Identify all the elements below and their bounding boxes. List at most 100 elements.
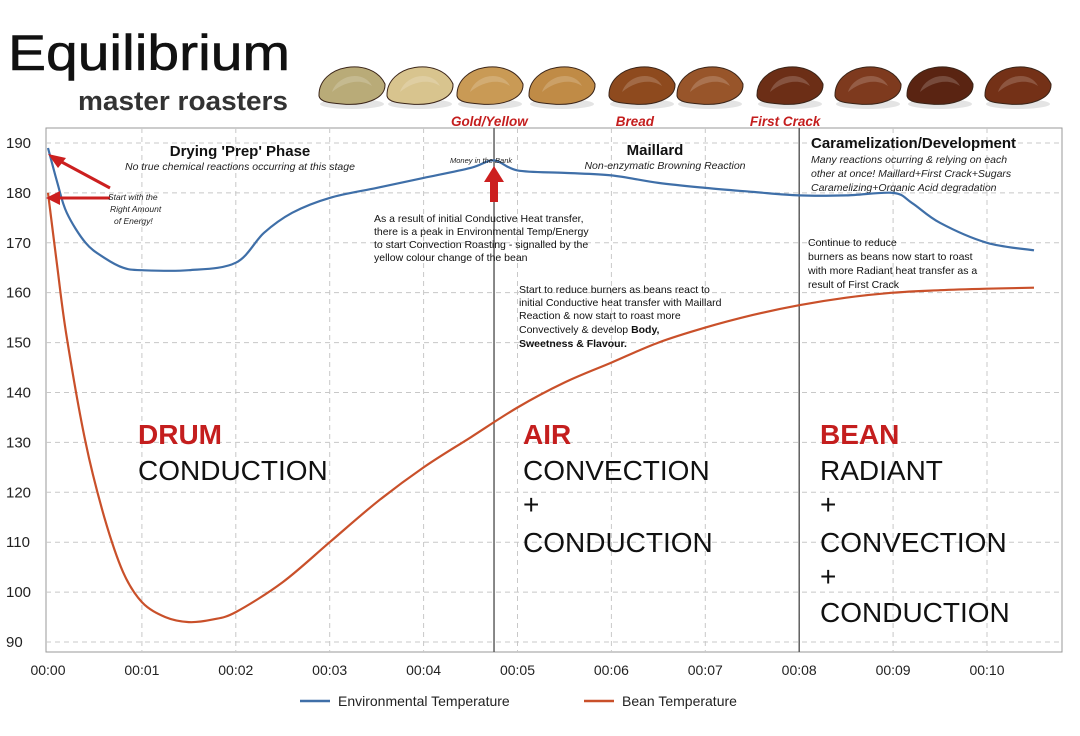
phase-title-maillard: Maillard xyxy=(627,142,684,159)
chart-legend: Environmental Temperature Bean Temperatu… xyxy=(300,693,737,709)
bean-highlight xyxy=(332,75,372,92)
peak-note-line: yellow colour change of the bean xyxy=(374,252,528,264)
bean-highlight xyxy=(400,75,440,92)
bean-shape xyxy=(318,66,386,105)
reduce-note-line: initial Conductive heat transfer with Ma… xyxy=(519,297,722,309)
reduce-note-line: Convectively & develop Body, xyxy=(519,324,660,336)
bean-highlight xyxy=(622,75,662,92)
x-tick-label: 00:10 xyxy=(969,662,1004,678)
label-bean-line: CONVECTION xyxy=(820,527,1007,558)
continue-note-line: result of First Crack xyxy=(808,279,900,291)
label-air-line: CONDUCTION xyxy=(523,527,713,558)
bean-shape xyxy=(676,66,744,105)
bean-image xyxy=(984,66,1052,109)
energy-note-line: of Energy! xyxy=(114,216,153,226)
money-note: Money in the Bank xyxy=(450,156,513,165)
y-tick-label: 130 xyxy=(6,434,31,451)
x-axis-ticks: 00:00 00:01 00:02 00:03 00:04 00:05 00:06 00:07… xyxy=(30,662,1004,678)
reduce-note-line: Start to reduce burners as beans react t… xyxy=(519,284,710,296)
bean-image xyxy=(906,66,974,109)
label-drum: DRUM xyxy=(138,419,222,450)
y-tick-label: 170 xyxy=(6,235,31,252)
bean-shape xyxy=(984,66,1052,105)
bean-image xyxy=(386,66,454,109)
x-tick-label: 00:08 xyxy=(782,662,817,678)
stage-labels: Gold/Yellow Bread First Crack xyxy=(451,114,822,129)
chart-series xyxy=(46,147,1035,624)
y-tick-label: 140 xyxy=(6,384,31,401)
bean-color-strip xyxy=(318,66,1052,109)
brand-logo: Equilibrium master roasters xyxy=(8,25,291,116)
y-tick-label: 160 xyxy=(6,285,31,302)
bean-highlight xyxy=(920,75,960,92)
y-tick-label: 190 xyxy=(6,135,31,152)
label-bean-line: RADIANT xyxy=(820,455,943,486)
annotations: Start with the Right Amount of Energy! M… xyxy=(108,156,977,350)
stage-label: Bread xyxy=(616,114,655,129)
bean-image xyxy=(608,66,676,109)
legend-label-bean: Bean Temperature xyxy=(622,693,737,709)
y-tick-label: 110 xyxy=(6,534,30,551)
series-line-bean-temperature xyxy=(46,192,1035,624)
reduce-note-bold: Sweetness & Flavour. xyxy=(519,338,627,350)
bean-highlight xyxy=(470,75,510,92)
y-tick-label: 150 xyxy=(6,335,31,352)
chart-grid xyxy=(45,127,1063,653)
phase-headings: Drying 'Prep' Phase No true chemical rea… xyxy=(125,135,1016,194)
x-tick-label: 00:06 xyxy=(594,662,629,678)
reduce-note-bold: Body, xyxy=(631,324,659,336)
continue-note-line: Continue to reduce xyxy=(808,237,897,249)
label-air-line: + xyxy=(523,489,539,520)
reduce-note-line: Reaction & now start to roast more xyxy=(519,310,681,322)
peak-note-line: to start Convection Roasting - signalled… xyxy=(374,239,588,251)
bean-shape xyxy=(756,66,824,105)
continue-note-line: burners as beans now start to roast xyxy=(808,251,973,263)
bean-shape xyxy=(906,66,974,105)
label-drum-line: CONDUCTION xyxy=(138,455,328,486)
x-tick-label: 00:09 xyxy=(876,662,911,678)
label-bean-line: CONDUCTION xyxy=(820,597,1010,628)
bean-image xyxy=(834,66,902,109)
phase-subtitle-caramel-line: Caramelizing+Organic Acid degradation xyxy=(811,182,997,194)
bean-highlight xyxy=(848,75,888,92)
plot-frame xyxy=(45,127,1063,653)
bean-shape xyxy=(528,66,596,105)
logo-wordmark: Equilibrium xyxy=(8,25,290,81)
y-tick-label: 120 xyxy=(6,484,31,501)
phase-title-drying: Drying 'Prep' Phase xyxy=(170,143,311,160)
phase-subtitle-maillard: Non-enzymatic Browning Reaction xyxy=(584,160,745,172)
bean-image xyxy=(318,66,386,109)
y-tick-label: 100 xyxy=(6,584,31,601)
x-tick-label: 00:04 xyxy=(406,662,441,678)
bean-shape xyxy=(834,66,902,105)
x-tick-label: 00:02 xyxy=(218,662,253,678)
series-line-environmental-temperature xyxy=(46,147,1035,272)
bean-image xyxy=(528,66,596,109)
x-tick-label: 00:00 xyxy=(30,662,65,678)
label-bean: BEAN xyxy=(820,419,899,450)
label-air: AIR xyxy=(523,419,571,450)
stage-label: Gold/Yellow xyxy=(451,114,529,129)
label-bean-line: + xyxy=(820,561,836,592)
x-tick-label: 00:07 xyxy=(688,662,723,678)
energy-note-line: Right Amount xyxy=(110,204,162,214)
bean-image xyxy=(456,66,524,109)
bean-shape xyxy=(456,66,524,105)
bean-highlight xyxy=(998,75,1038,92)
y-tick-label: 90 xyxy=(6,634,23,651)
phase-subtitle-caramel-line: other at once! Maillard+First Crack+Suga… xyxy=(811,168,1012,180)
x-tick-label: 00:03 xyxy=(312,662,347,678)
y-tick-label: 180 xyxy=(6,185,31,202)
bean-highlight xyxy=(542,75,582,92)
x-tick-label: 00:05 xyxy=(500,662,535,678)
heat-transfer-labels: DRUM CONDUCTION AIR CONVECTION + CONDUCT… xyxy=(138,419,1010,628)
bean-image xyxy=(676,66,744,109)
phase-dividers xyxy=(493,128,800,652)
bean-shape xyxy=(386,66,454,105)
bean-image xyxy=(756,66,824,109)
peak-note-line: there is a peak in Environmental Temp/En… xyxy=(374,226,589,238)
legend-label-environmental: Environmental Temperature xyxy=(338,693,510,709)
annotation-arrows xyxy=(46,154,504,205)
